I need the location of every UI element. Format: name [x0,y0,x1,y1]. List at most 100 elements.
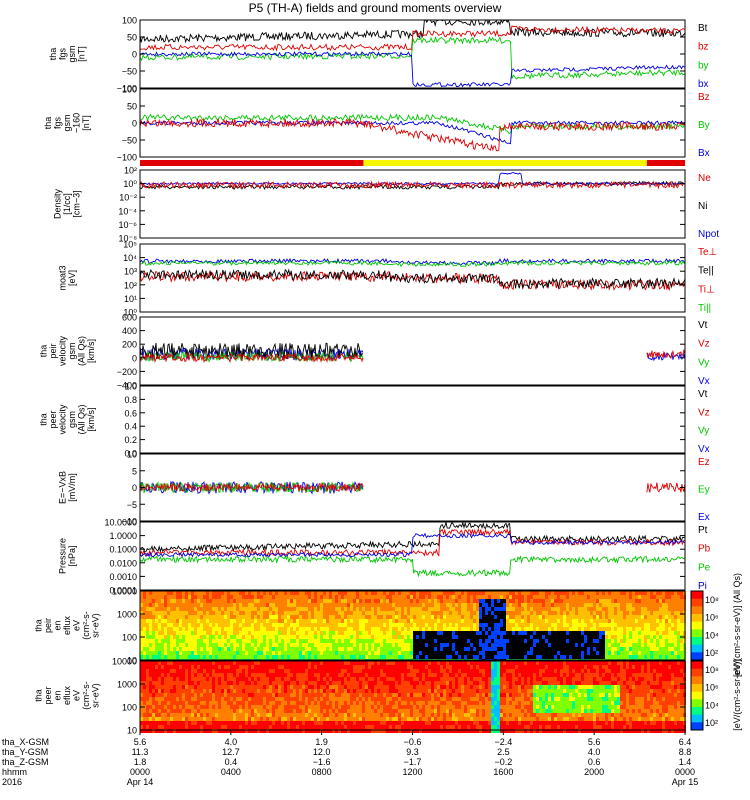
peer-spectrogram-cell [395,697,398,701]
peir-spectrogram-cell [239,655,242,659]
peer-spectrogram-cell [188,709,191,713]
peir-spectrogram-cell [464,655,467,659]
peer-spectrogram-cell [386,713,389,717]
peir-spectrogram-cell [395,655,398,659]
peer-spectrogram-cell [389,729,392,733]
peir-spectrogram-cell [170,635,173,639]
peir-spectrogram-cell [608,623,611,627]
peir-spectrogram-cell [515,607,518,611]
peer-spectrogram-cell [371,725,374,729]
peir-spectrogram-cell [557,591,560,595]
peir-spectrogram-cell [197,655,200,659]
peer-spectrogram-cell [350,717,353,721]
ez-series-line [140,482,364,493]
peer-spectrogram-cell [395,725,398,729]
peer-spectrogram-cell [221,701,224,705]
peer-spectrogram-cell [275,701,278,705]
peir-spectrogram-cell [251,591,254,595]
peir-spectrogram-cell [326,619,329,623]
peer-spectrogram-cell [230,713,233,717]
peer-spectrogram-cell [158,693,161,697]
peer-spectrogram-cell [224,701,227,705]
peir-spectrogram-cell [599,631,602,635]
peir-spectrogram-cell [617,603,620,607]
peir-spectrogram-cell [194,619,197,623]
peir-spectrogram-cell [665,595,668,599]
peer-spectrogram-cell [200,725,203,729]
peer-spectrogram-cell [269,717,272,721]
peir-spectrogram-cell [614,655,617,659]
peir-spectrogram-cell [314,611,317,615]
peir-spectrogram-cell [602,655,605,659]
peir-spectrogram-cell [650,607,653,611]
peir-spectrogram-cell [419,615,422,619]
peir-spectrogram-cell [284,635,287,639]
peir-spectrogram-cell [638,603,641,607]
peer-spectrogram-cell [401,721,404,725]
peer-spectrogram-cell [263,709,266,713]
peer-spectrogram-cell [218,685,221,689]
peir-spectrogram-cell [320,635,323,639]
peer-spectrogram-cell [284,717,287,721]
peir-spectrogram-cell [347,603,350,607]
peir-spectrogram-cell [542,615,545,619]
peer-spectrogram-cell [284,677,287,681]
peer-spectrogram-cell [371,705,374,709]
peer-spectrogram-cell [371,689,374,693]
peir-spectrogram-cell [314,591,317,595]
peer-spectrogram-cell [365,717,368,721]
peir-spectrogram-cell [173,655,176,659]
peir-spectrogram-cell [605,611,608,615]
peer-spectrogram-cell [149,705,152,709]
peir-spectrogram-cell [359,623,362,627]
peir-spectrogram-cell [302,631,305,635]
peer-spectrogram-cell [404,681,407,685]
peir-spectrogram-cell [641,619,644,623]
peir-spectrogram-cell [440,639,443,643]
peer-spectrogram-cell [290,677,293,681]
peir-spectrogram-cell [536,655,539,659]
peer-spectrogram-cell [341,693,344,697]
peir-spectrogram-cell [374,635,377,639]
peir-spectrogram-cell [629,631,632,635]
peer-spectrogram-cell [284,721,287,725]
peir-spectrogram-cell [332,611,335,615]
peir-spectrogram-cell [422,615,425,619]
peir-spectrogram-cell [671,603,674,607]
peer-spectrogram-cell [206,685,209,689]
peer-spectrogram-cell [272,725,275,729]
peir-spectrogram-cell [233,639,236,643]
peir-spectrogram-cell [467,591,470,595]
peir-spectrogram-cell [248,595,251,599]
peir-spectrogram-cell [497,611,500,615]
peir-spectrogram-cell [491,619,494,623]
peer-spectrogram-cell [146,701,149,705]
peir-spectrogram-cell [572,643,575,647]
peir-spectrogram-cell [281,599,284,603]
peir-spectrogram-cell [680,591,683,595]
peer-spectrogram-cell [254,665,257,669]
peer-spectrogram-cell [326,697,329,701]
peer-spectrogram-cell [332,729,335,733]
peir-spectrogram-cell [392,643,395,647]
peer-spectrogram-cell [374,689,377,693]
peir-spectrogram-cell [263,639,266,643]
peer-spectrogram-cell [263,717,266,721]
peer-spectrogram-cell [392,661,395,665]
peer-spectrogram-cell [215,685,218,689]
peir-spectrogram-cell [248,655,251,659]
peer-spectrogram-cell [383,705,386,709]
peir-spectrogram-cell [296,607,299,611]
peer-spectrogram-cell [275,677,278,681]
peer-spectrogram-cell [362,673,365,677]
peer-spectrogram-cell [386,725,389,729]
peir-spectrogram-cell [161,643,164,647]
peer-spectrogram-cell [257,681,260,685]
peer-spectrogram-cell [323,725,326,729]
peer-spectrogram-cell [323,709,326,713]
peer-spectrogram-cell [239,717,242,721]
peir-spectrogram-cell [176,635,179,639]
peir-spectrogram-cell [182,611,185,615]
peer-spectrogram-cell [287,701,290,705]
peer-spectrogram-cell [254,689,257,693]
